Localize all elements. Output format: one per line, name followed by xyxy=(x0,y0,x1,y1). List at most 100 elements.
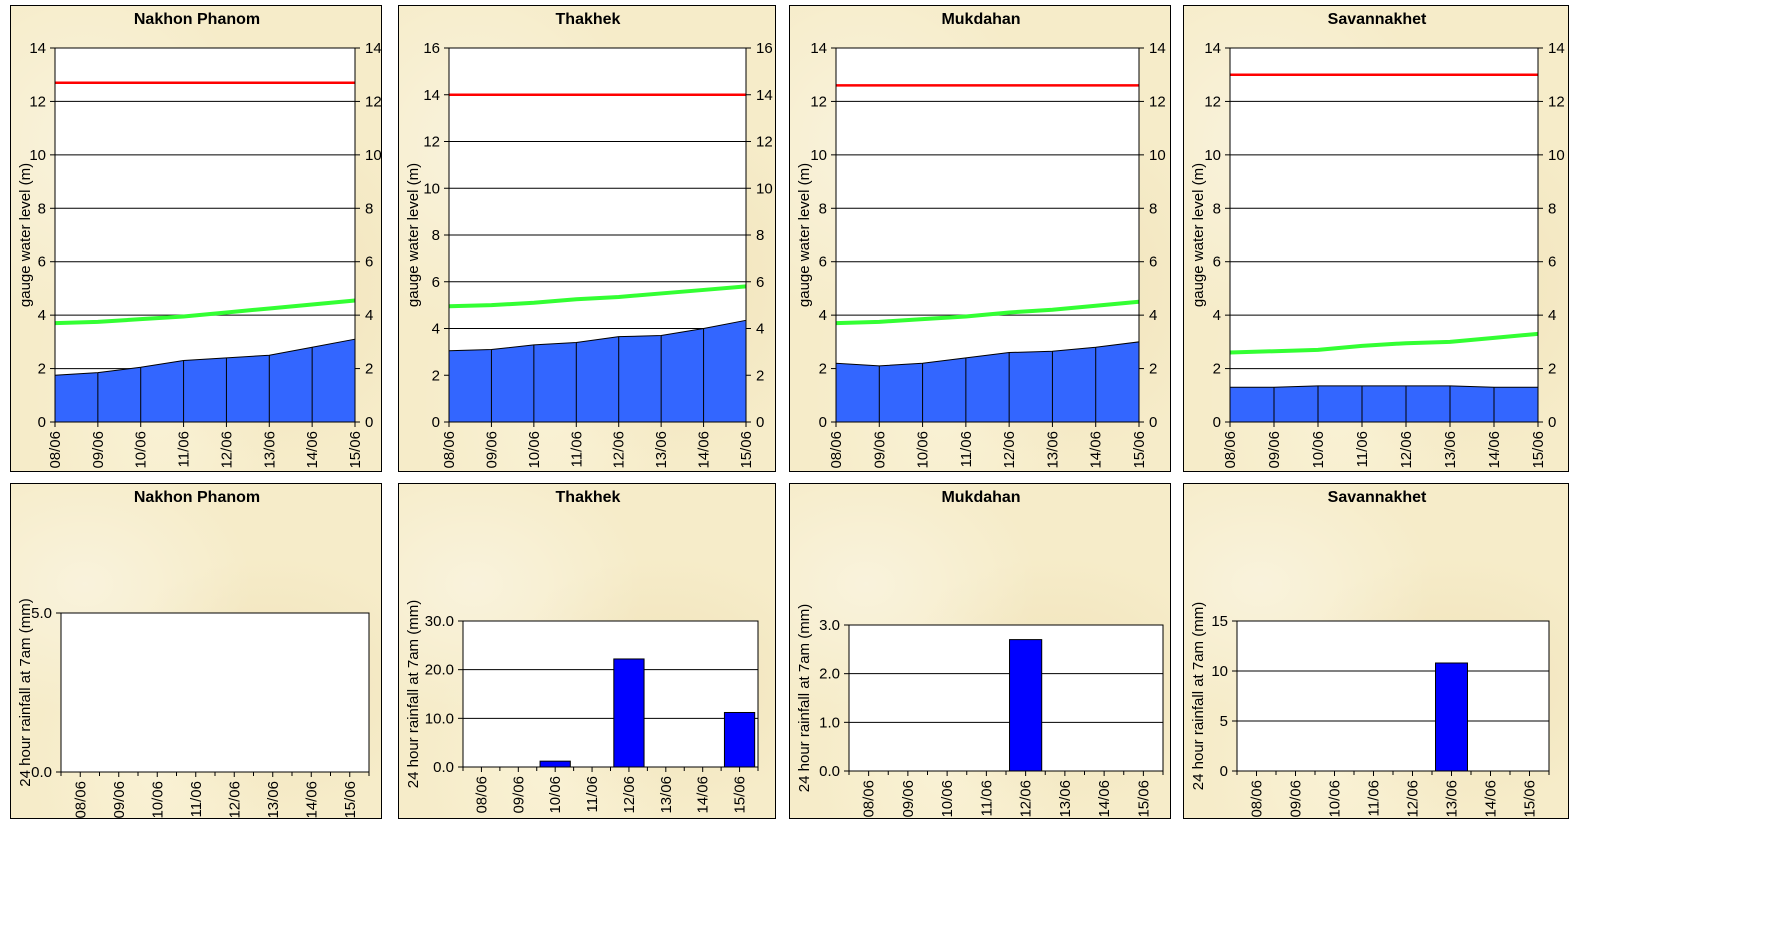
x-tick-label: 14/06 xyxy=(695,776,712,814)
x-tick-label: 09/06 xyxy=(483,431,500,469)
chart-panel-level-2: Mukdahan 0 2 4 6 8 10 12 14 0 2 4 6 8 10 12 14 08/06 09/06… xyxy=(789,5,1171,472)
water-level-area xyxy=(1229,385,1539,423)
x-tick-label: 12/06 xyxy=(218,431,235,469)
y2-tick-label: 8 xyxy=(1548,200,1556,217)
y2-tick-label: 4 xyxy=(756,321,764,338)
x-tick-label: 12/06 xyxy=(1001,431,1018,469)
x-tick-label: 10/06 xyxy=(915,431,932,469)
x-tick-label: 12/06 xyxy=(226,781,243,819)
y-tick-label: 5 xyxy=(1220,713,1228,730)
plot-area xyxy=(463,621,758,767)
y-tick-label: 2 xyxy=(38,361,46,378)
x-tick-label: 12/06 xyxy=(621,776,638,814)
x-tick-label: 14/06 xyxy=(1096,780,1113,818)
y-tick-label: 4 xyxy=(432,321,440,338)
x-tick-label: 15/06 xyxy=(1135,780,1152,818)
x-tick-label: 11/06 xyxy=(958,431,975,467)
y-tick-label: 0.0 xyxy=(31,764,52,781)
y2-tick-label: 10 xyxy=(365,147,382,164)
rain-bar xyxy=(1009,639,1043,772)
x-tick-label: 14/06 xyxy=(696,431,713,469)
x-tick-label: 15/06 xyxy=(1530,431,1547,469)
rain-bar xyxy=(539,760,571,768)
x-tick-label: 15/06 xyxy=(1522,780,1539,818)
y-tick-label: 10.0 xyxy=(425,710,454,727)
y-tick-label: 2 xyxy=(819,361,827,378)
x-tick-label: 09/06 xyxy=(510,776,527,814)
y-axis-label: gauge water level (m) xyxy=(405,163,422,307)
y2-tick-label: 0 xyxy=(756,414,764,431)
chart-title: Savannakhet xyxy=(1328,489,1427,506)
y2-tick-label: 12 xyxy=(365,93,382,110)
x-tick-label: 09/06 xyxy=(1266,431,1283,469)
x-tick-label: 13/06 xyxy=(653,431,670,469)
plot-area xyxy=(61,613,369,772)
chart-panel-rain-3: Savannakhet 0 5 10 15 08/06 09/06 10/06 11/06 12/… xyxy=(1183,483,1569,819)
y-tick-label: 0 xyxy=(819,414,827,431)
y-axis-label: 24 hour rainfall at 7am (mm) xyxy=(1190,602,1207,790)
y-tick-label: 5.0 xyxy=(31,605,52,622)
chart-svg: Thakhek 0 2 4 6 8 10 12 14 16 0 2 4 6 8 10 12 14 16 08/06 09… xyxy=(405,11,773,469)
rain-bar xyxy=(613,658,645,768)
y-tick-label: 12 xyxy=(810,93,827,110)
chart-panel-rain-1: Thakhek 0.0 10.0 20.0 30.0 08/06 09/06 10/06 11/… xyxy=(398,483,776,819)
chart-svg: Mukdahan 0.0 1.0 2.0 3.0 08/06 09/06 10/06 11/06… xyxy=(796,489,1164,818)
x-tick-label: 10/06 xyxy=(149,781,166,819)
y-tick-label: 0.0 xyxy=(433,759,454,776)
y2-tick-label: 8 xyxy=(365,200,373,217)
x-tick-label: 14/06 xyxy=(303,781,320,819)
y2-tick-label: 6 xyxy=(756,274,764,291)
y2-tick-label: 14 xyxy=(756,87,773,104)
x-tick-label: 15/06 xyxy=(738,431,755,469)
chart-title: Thakhek xyxy=(556,11,621,28)
y2-tick-label: 2 xyxy=(1548,361,1556,378)
average-level-line xyxy=(835,299,1140,326)
chart-title: Nakhon Phanom xyxy=(134,489,260,506)
y2-tick-label: 14 xyxy=(365,40,382,57)
y-tick-label: 1.0 xyxy=(819,714,840,731)
chart-title: Mukdahan xyxy=(941,489,1020,506)
y-tick-label: 14 xyxy=(29,40,46,57)
x-tick-label: 08/06 xyxy=(441,431,458,469)
x-tick-label: 08/06 xyxy=(861,780,878,818)
y-tick-label: 20.0 xyxy=(425,662,454,679)
x-tick-label: 09/06 xyxy=(111,781,128,819)
x-tick-label: 15/06 xyxy=(1131,431,1148,469)
y-tick-label: 14 xyxy=(810,40,827,57)
chart-title: Savannakhet xyxy=(1328,11,1427,28)
x-tick-label: 13/06 xyxy=(658,776,675,814)
y-tick-label: 14 xyxy=(423,87,440,104)
y-tick-label: 6 xyxy=(432,274,440,291)
x-tick-label: 11/06 xyxy=(568,431,585,467)
chart-panel-level-0: Nakhon Phanom 0 2 4 6 8 10 12 14 0 2 4 6 8 10 12 14 08/06… xyxy=(10,5,382,472)
y-tick-label: 10 xyxy=(29,147,46,164)
y-tick-label: 2.0 xyxy=(819,666,840,683)
chart-svg: Savannakhet 0 5 10 15 08/06 09/06 10/06 11/06 12/… xyxy=(1190,489,1550,818)
x-tick-label: 14/06 xyxy=(304,431,321,469)
y-tick-label: 2 xyxy=(432,367,440,384)
average-level-line xyxy=(1229,331,1539,355)
x-tick-label: 15/06 xyxy=(347,431,364,469)
chart-panel-rain-0: Nakhon Phanom 0.0 5.0 08/06 09/06 10/06 11/06 1… xyxy=(10,483,382,819)
x-tick-label: 11/06 xyxy=(978,780,995,816)
chart-svg: Nakhon Phanom 0 2 4 6 8 10 12 14 0 2 4 6 8 10 12 14 08/06… xyxy=(17,11,382,469)
x-tick-label: 10/06 xyxy=(1327,780,1344,818)
x-tick-label: 08/06 xyxy=(72,781,89,819)
x-tick-label: 13/06 xyxy=(1442,431,1459,469)
y2-tick-label: 0 xyxy=(1548,414,1556,431)
y-tick-label: 10 xyxy=(1211,663,1228,680)
y-tick-label: 0 xyxy=(1213,414,1221,431)
x-tick-label: 14/06 xyxy=(1486,431,1503,469)
y-tick-label: 0.0 xyxy=(819,763,840,780)
x-tick-label: 09/06 xyxy=(871,431,888,469)
x-tick-label: 13/06 xyxy=(1057,780,1074,818)
x-tick-label: 08/06 xyxy=(1249,780,1266,818)
plot-area xyxy=(1230,48,1538,422)
y-tick-label: 0 xyxy=(38,414,46,431)
y-axis-label: gauge water level (m) xyxy=(17,163,34,307)
y2-tick-label: 10 xyxy=(756,180,773,197)
y-tick-label: 2 xyxy=(1213,361,1221,378)
y-tick-label: 10 xyxy=(1204,147,1221,164)
x-tick-label: 10/06 xyxy=(1310,431,1327,469)
